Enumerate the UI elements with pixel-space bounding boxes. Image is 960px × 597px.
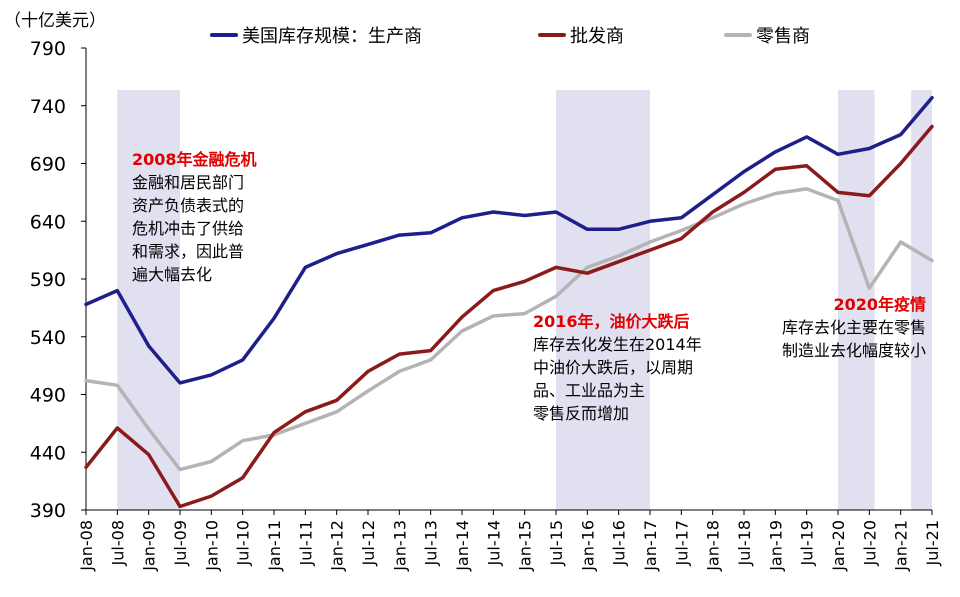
x-tick-label: Jul-14 [484,520,503,566]
annotation-2008-line: 和需求，因此普 [132,242,245,261]
annotation-2020: 2020年疫情 库存去化主要在零售 制造业去化幅度较小 [782,293,926,362]
y-tick-label: 740 [30,96,66,118]
legend-label-retailers: 零售商 [756,26,810,47]
annotation-2008-title: 2008年金融危机 [132,150,257,169]
annotation-2008-line: 危机冲击了供给 [132,219,245,238]
annotation-2016-line: 零售反而增加 [533,404,630,423]
x-tick-label: Jul-12 [359,520,378,566]
series-line [84,95,934,385]
series-line [84,187,934,472]
x-tick-label: Jan-13 [390,520,409,572]
annotation-2020-title: 2020年疫情 [833,295,927,314]
series-line [84,124,934,509]
x-tick-label: Jan-09 [140,520,159,572]
x-tick-label: Jul-15 [547,520,566,566]
y-tick-label: 590 [30,269,66,291]
y-tick-label: 440 [30,442,66,464]
annotation-2020-line: 库存去化主要在零售 [782,318,927,337]
legend-swatch-producers [210,33,238,37]
legend-item-wholesalers: 批发商 [538,22,624,48]
y-tick-label: 690 [30,154,66,176]
x-tick-label: Jan-17 [641,520,660,572]
x-tick-label: Jan-20 [829,520,848,572]
series-lines [84,95,934,509]
shaded-period [556,90,650,510]
shaded-period [911,90,932,510]
x-tick-label: Jul-21 [923,520,942,566]
annotation-2016-line: 中油价大跌后，以周期 [533,358,694,377]
x-tick-label: Jul-13 [422,520,441,566]
annotation-2008-line: 遍大幅去化 [132,265,213,284]
x-tick-label: Jul-11 [296,520,315,566]
shaded-periods [117,90,932,510]
annotation-2008: 2008年金融危机 金融和居民部门 资产负债表式的 危机冲击了供给 和需求，因此… [132,148,257,286]
x-tick-label: Jan-15 [516,520,535,572]
y-tick-label: 390 [30,500,66,522]
legend-label-wholesalers: 批发商 [570,26,624,47]
annotation-2016-line: 库存去化发生在2014年 [533,335,702,354]
legend-swatch-retailers [724,33,752,37]
y-tick-label: 640 [30,211,66,233]
x-tick-label: Jul-19 [798,520,817,566]
x-tick-label: Jan-18 [704,520,723,572]
legend-item-producers: 美国库存规模：生产商 [210,22,422,48]
annotation-2016: 2016年，油价大跌后 库存去化发生在2014年 中油价大跌后，以周期 品、工业… [533,310,702,425]
annotation-2020-line: 制造业去化幅度较小 [782,341,927,360]
x-tick-label: Jul-18 [735,520,754,566]
x-tick-label: Jul-17 [672,520,691,566]
annotation-2016-line: 品、工业品为主 [533,381,646,400]
legend-item-retailers: 零售商 [724,22,810,48]
x-tick-label: Jul-20 [860,520,879,566]
y-tick-label: 540 [30,327,66,349]
x-tick-label: Jul-10 [234,520,253,566]
x-tick-label: Jan-08 [77,520,96,572]
axes [81,47,933,515]
x-tick-label: Jul-16 [610,520,629,566]
y-tick-label: 790 [30,38,66,60]
annotation-2008-line: 资产负债表式的 [132,196,245,215]
shaded-period [117,90,180,510]
unit-label: （十亿美元） [4,11,106,31]
axis-labels: 390 440 490 540 590 640 690 740 790 Jan-08 Jul-08 J… [30,38,942,572]
x-tick-label: Jan-19 [766,520,785,572]
x-tick-label: Jan-21 [892,520,911,572]
x-tick-label: Jan-10 [202,520,221,572]
y-tick-label: 490 [30,385,66,407]
legend-label-producers: 美国库存规模：生产商 [242,26,422,47]
x-tick-label: Jan-16 [578,520,597,572]
x-tick-label: Jan-11 [265,520,284,572]
legend-swatch-wholesalers [538,33,566,37]
annotation-2016-title: 2016年，油价大跌后 [533,312,690,331]
x-tick-label: Jul-08 [108,520,127,566]
x-tick-label: Jul-09 [171,520,190,566]
x-tick-label: Jan-12 [328,520,347,572]
x-tick-label: Jan-14 [453,520,472,572]
annotation-2008-line: 金融和居民部门 [132,173,245,192]
shaded-period [838,90,875,510]
